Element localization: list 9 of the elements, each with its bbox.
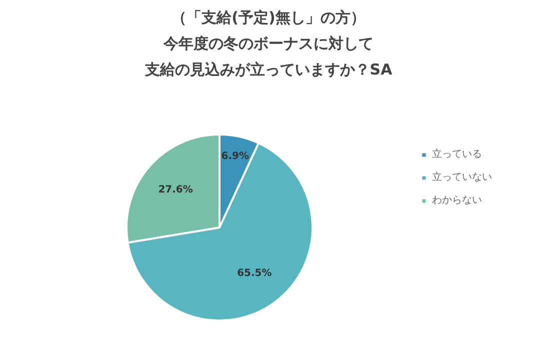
legend-label: わからない bbox=[432, 194, 482, 207]
data-label: 27.6% bbox=[158, 184, 193, 196]
data-label: 65.5% bbox=[237, 268, 272, 279]
chart-subtitle: 今年度の冬のボーナスに対して bbox=[162, 34, 374, 52]
chart-title: （「支給(予定)無し」の方） bbox=[172, 8, 366, 26]
text: 支給の見込みが立っていますか？SA bbox=[144, 60, 393, 78]
data-label: 6.9% bbox=[221, 151, 249, 162]
legend-label: 立っている bbox=[432, 148, 482, 161]
legend-label: 立っていない bbox=[432, 170, 492, 184]
